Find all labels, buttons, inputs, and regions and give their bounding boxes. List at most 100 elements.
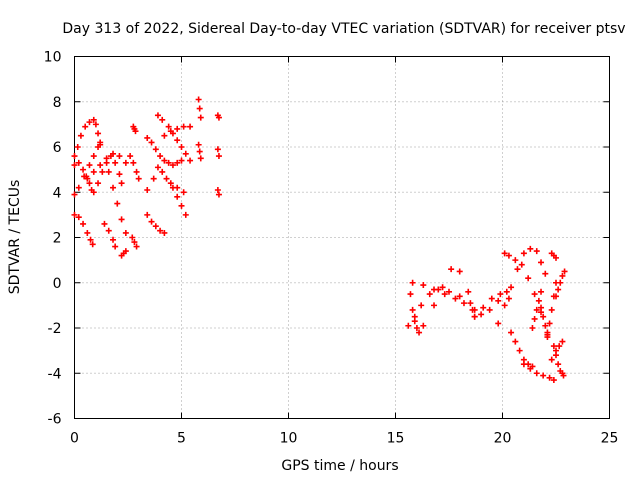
- data-point: [157, 153, 164, 160]
- data-point: [195, 96, 202, 103]
- series-arc-26: [409, 279, 510, 318]
- data-point: [426, 291, 433, 298]
- data-point: [87, 236, 94, 243]
- data-series: [71, 96, 568, 384]
- data-point: [548, 356, 555, 363]
- data-point: [90, 189, 97, 196]
- series-arc-10: [127, 153, 142, 182]
- series-arc-15: [144, 164, 187, 196]
- data-point: [469, 306, 476, 313]
- data-point: [71, 153, 78, 160]
- data-point: [103, 159, 110, 166]
- x-axis-label: GPS time / hours: [281, 458, 398, 474]
- data-point: [161, 157, 168, 164]
- data-point: [533, 370, 540, 377]
- data-point: [512, 338, 519, 345]
- series-arc-36: [548, 250, 559, 261]
- data-point: [122, 229, 129, 236]
- data-point: [187, 123, 194, 130]
- data-point: [90, 153, 97, 160]
- data-point: [95, 180, 102, 187]
- data-point: [465, 288, 472, 295]
- data-point: [144, 211, 151, 218]
- data-point: [197, 114, 204, 121]
- data-point: [486, 306, 493, 313]
- series-arc-9: [118, 248, 129, 259]
- series-arc-19: [195, 96, 204, 121]
- data-point: [512, 257, 519, 264]
- data-point: [95, 144, 102, 150]
- data-point: [529, 325, 536, 331]
- y-tick-label: -4: [48, 366, 62, 382]
- data-point: [557, 279, 564, 286]
- data-point: [80, 220, 87, 227]
- series-arc-12: [129, 234, 140, 250]
- data-point: [520, 250, 527, 257]
- data-point: [167, 128, 174, 135]
- data-point: [144, 134, 151, 141]
- series-arc-11: [130, 123, 139, 135]
- series-arc-38: [550, 343, 567, 379]
- data-point: [480, 304, 487, 311]
- data-point: [533, 248, 540, 255]
- data-point: [548, 306, 555, 313]
- data-point: [148, 218, 155, 225]
- data-point: [174, 137, 181, 144]
- data-point: [405, 322, 412, 329]
- data-point: [165, 123, 172, 130]
- data-point: [550, 343, 557, 350]
- data-point: [501, 302, 508, 309]
- x-tick-labels: 0 5 10 15 20 25: [70, 431, 618, 447]
- data-point: [112, 159, 119, 166]
- data-point: [456, 293, 463, 300]
- data-point: [90, 116, 97, 123]
- data-point: [118, 180, 125, 187]
- y-tick-label: -6: [48, 412, 62, 428]
- data-point: [553, 293, 559, 300]
- data-point: [540, 372, 547, 379]
- data-point: [431, 286, 438, 293]
- series-arc-6: [90, 153, 125, 196]
- series-arc-7: [105, 168, 129, 236]
- series-arc-21: [214, 112, 222, 121]
- data-point: [154, 112, 161, 119]
- data-point: [550, 377, 557, 384]
- data-point: [471, 313, 478, 320]
- data-point: [174, 159, 181, 166]
- data-point: [495, 297, 502, 304]
- data-point: [157, 227, 164, 234]
- data-point: [503, 288, 510, 295]
- data-point: [505, 295, 512, 302]
- data-point: [74, 144, 81, 150]
- data-point: [97, 139, 104, 146]
- data-point: [556, 343, 563, 350]
- data-point: [118, 216, 125, 223]
- data-point: [560, 372, 567, 379]
- data-point: [75, 159, 82, 166]
- data-point: [152, 146, 159, 153]
- data-point: [182, 211, 189, 218]
- data-point: [495, 320, 502, 327]
- data-point: [182, 150, 189, 157]
- data-point: [497, 291, 504, 298]
- data-point: [215, 153, 222, 160]
- series-arc-30: [501, 250, 555, 363]
- data-point: [159, 168, 166, 175]
- y-tick-label: 10: [44, 50, 62, 66]
- data-point: [71, 211, 78, 218]
- data-point: [169, 162, 176, 169]
- series-arc-16: [154, 112, 194, 164]
- data-point: [71, 191, 78, 198]
- data-point: [92, 121, 99, 128]
- data-point: [86, 162, 93, 169]
- x-tick-label: 5: [177, 431, 186, 447]
- data-point: [105, 227, 112, 234]
- data-point: [152, 223, 159, 230]
- series-arc-22: [214, 146, 222, 160]
- series-arc-18: [169, 184, 189, 218]
- y-axis-label: SDTVAR / TECUs: [7, 180, 23, 295]
- series-arc-14: [144, 211, 168, 236]
- data-point: [196, 148, 203, 155]
- data-point: [546, 320, 553, 327]
